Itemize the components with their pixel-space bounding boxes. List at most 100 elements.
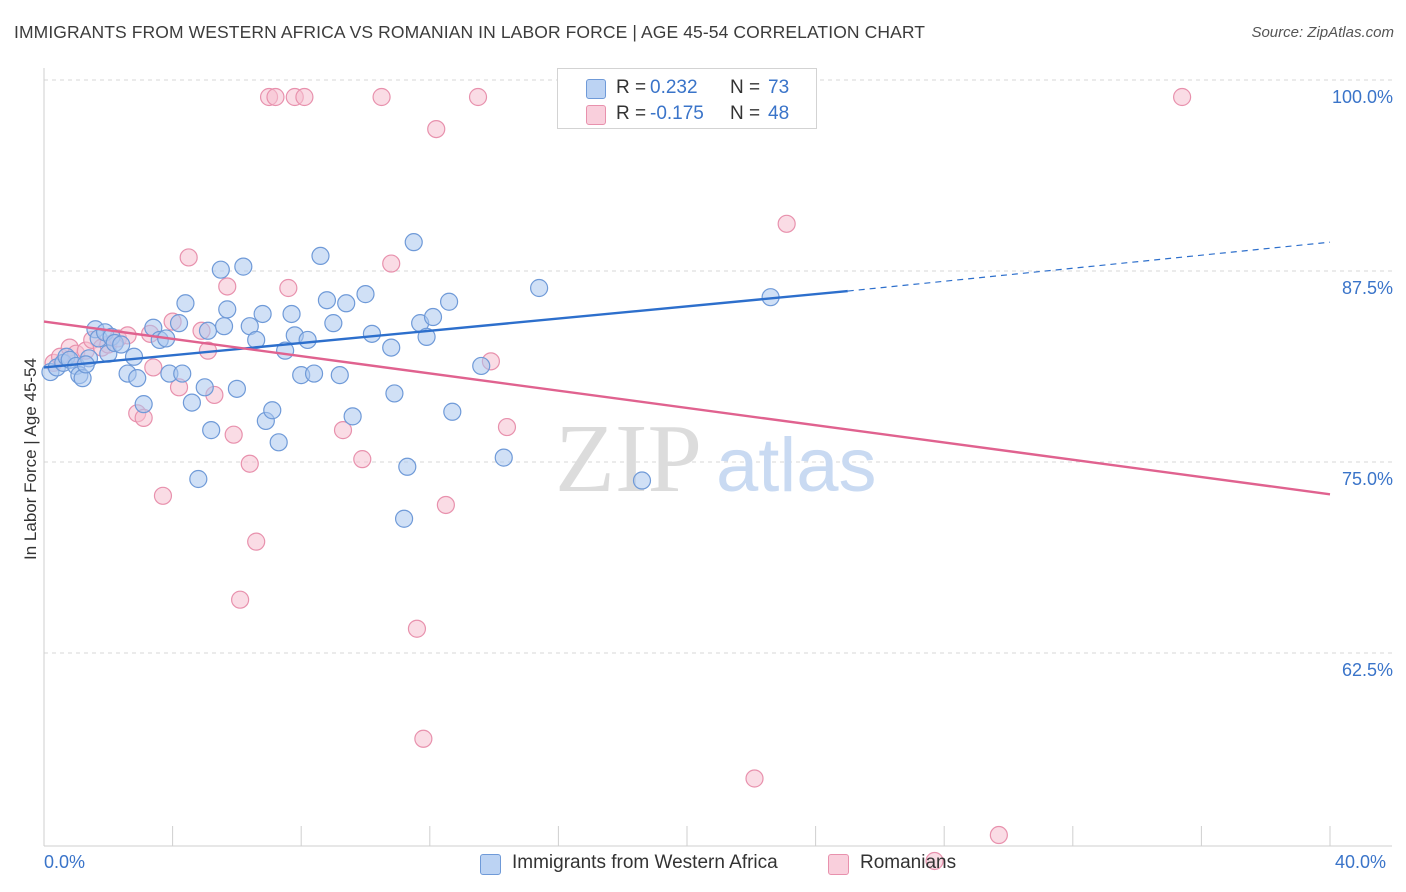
western-africa-point bbox=[324, 314, 343, 333]
western-africa-point bbox=[398, 457, 417, 476]
romanians-point bbox=[372, 87, 391, 107]
western-africa-point bbox=[182, 393, 201, 412]
romanians-point bbox=[436, 495, 455, 515]
western-africa-point bbox=[176, 294, 195, 313]
western-africa-point bbox=[282, 304, 301, 324]
watermark-zip: ZIP bbox=[555, 405, 702, 513]
western-africa-point bbox=[472, 356, 491, 376]
western-africa-point bbox=[234, 257, 253, 276]
romanians-point bbox=[497, 417, 517, 437]
western-africa-point bbox=[214, 317, 234, 336]
western-africa-point bbox=[189, 469, 208, 489]
western-africa-point bbox=[311, 246, 330, 266]
pink-swatch bbox=[828, 854, 849, 875]
romanians-point bbox=[224, 425, 243, 444]
x-tick-max: 40.0% bbox=[1335, 852, 1387, 872]
romanians-point bbox=[382, 254, 401, 273]
western-africa-point bbox=[169, 314, 189, 333]
western-africa-point bbox=[128, 369, 147, 388]
y-tick-label: 87.5% bbox=[1342, 278, 1393, 298]
legend-label: Immigrants from Western Africa bbox=[512, 852, 778, 873]
western-africa-point bbox=[423, 307, 443, 327]
romanians-point bbox=[745, 769, 764, 788]
romanians-point bbox=[231, 590, 250, 609]
western-africa-point bbox=[218, 300, 237, 319]
western-africa-point bbox=[362, 324, 382, 343]
r-value: 0.232 bbox=[650, 77, 698, 98]
western-africa-point bbox=[385, 384, 404, 403]
blue-swatch bbox=[480, 854, 501, 875]
watermark: ZIP atlas bbox=[555, 405, 877, 513]
western-africa-point bbox=[343, 407, 362, 426]
y-tick-labels: 100.0% 87.5% 75.0% 62.5% bbox=[1332, 87, 1393, 680]
western-africa-point bbox=[404, 233, 423, 252]
n-label: N = bbox=[730, 103, 761, 124]
western-africa-point bbox=[134, 395, 153, 414]
romanians-point bbox=[266, 87, 285, 107]
n-value: 48 bbox=[768, 103, 790, 124]
romanians-point bbox=[240, 454, 259, 473]
pink-swatch bbox=[586, 105, 606, 125]
romanians-point bbox=[414, 729, 433, 748]
western-africa-point bbox=[112, 335, 131, 354]
western-africa-point bbox=[382, 338, 401, 357]
legend-label: Romanians bbox=[860, 852, 957, 873]
romanians-point bbox=[333, 421, 353, 440]
y-axis-label: In Labor Force | Age 45-54 bbox=[21, 358, 40, 560]
western-africa-point bbox=[337, 294, 356, 313]
western-africa-point bbox=[227, 379, 246, 398]
n-label: N = bbox=[730, 77, 761, 98]
western-africa-point bbox=[269, 433, 288, 452]
romanians-point bbox=[353, 450, 372, 469]
r-value: -0.175 bbox=[650, 103, 704, 124]
western-africa-point bbox=[443, 402, 462, 421]
trend-lines bbox=[43, 241, 1331, 496]
western-africa-point bbox=[330, 365, 349, 385]
axes bbox=[43, 68, 1392, 847]
western-africa-point bbox=[298, 330, 317, 350]
romanians-point bbox=[179, 248, 198, 267]
romanians-point bbox=[468, 87, 488, 107]
romanians-point bbox=[279, 278, 298, 298]
y-tick-label: 62.5% bbox=[1342, 660, 1393, 680]
western-africa-point bbox=[202, 421, 221, 440]
western-africa-point bbox=[317, 291, 337, 310]
romanians-point bbox=[295, 87, 314, 107]
western-africa-point bbox=[263, 401, 282, 420]
stats-legend: R = 0.232 N = 73 R = -0.175 N = 48 bbox=[557, 68, 817, 129]
r-label: R = bbox=[616, 103, 647, 124]
romanians-point bbox=[218, 277, 237, 296]
n-value: 73 bbox=[768, 77, 790, 98]
western-africa-point bbox=[124, 347, 144, 366]
western-africa-point bbox=[198, 321, 218, 340]
western-africa-point bbox=[394, 509, 414, 528]
y-tick-label: 100.0% bbox=[1332, 87, 1393, 107]
source-label: Source: ZipAtlas.com bbox=[1251, 24, 1394, 41]
blue-swatch bbox=[586, 79, 606, 99]
western-africa-point bbox=[304, 364, 324, 383]
western-africa-point bbox=[356, 285, 375, 304]
western-africa-point bbox=[173, 364, 192, 383]
romanians-point bbox=[989, 825, 1008, 845]
romanians-point bbox=[427, 119, 446, 139]
romanians-point bbox=[144, 358, 163, 377]
grid-lines bbox=[44, 79, 1392, 654]
watermark-atlas: atlas bbox=[716, 423, 877, 508]
romanians-point bbox=[407, 619, 427, 638]
romanians-trend-line bbox=[43, 320, 1331, 496]
romanians-point bbox=[777, 214, 796, 233]
romanians-point bbox=[153, 486, 173, 505]
western-africa-point bbox=[530, 278, 549, 298]
romanians-point bbox=[247, 532, 266, 551]
romanians-point bbox=[925, 851, 944, 871]
western-africa-point bbox=[439, 292, 459, 311]
western-africa-point bbox=[195, 378, 214, 397]
western-africa-point bbox=[211, 260, 230, 279]
chart-title: IMMIGRANTS FROM WESTERN AFRICA VS ROMANI… bbox=[14, 22, 926, 42]
western-africa-trend-extension bbox=[847, 241, 1331, 292]
r-label: R = bbox=[616, 77, 647, 98]
romanians-point bbox=[1173, 87, 1192, 107]
western-africa-point bbox=[253, 304, 272, 324]
western-africa-point bbox=[632, 471, 652, 490]
